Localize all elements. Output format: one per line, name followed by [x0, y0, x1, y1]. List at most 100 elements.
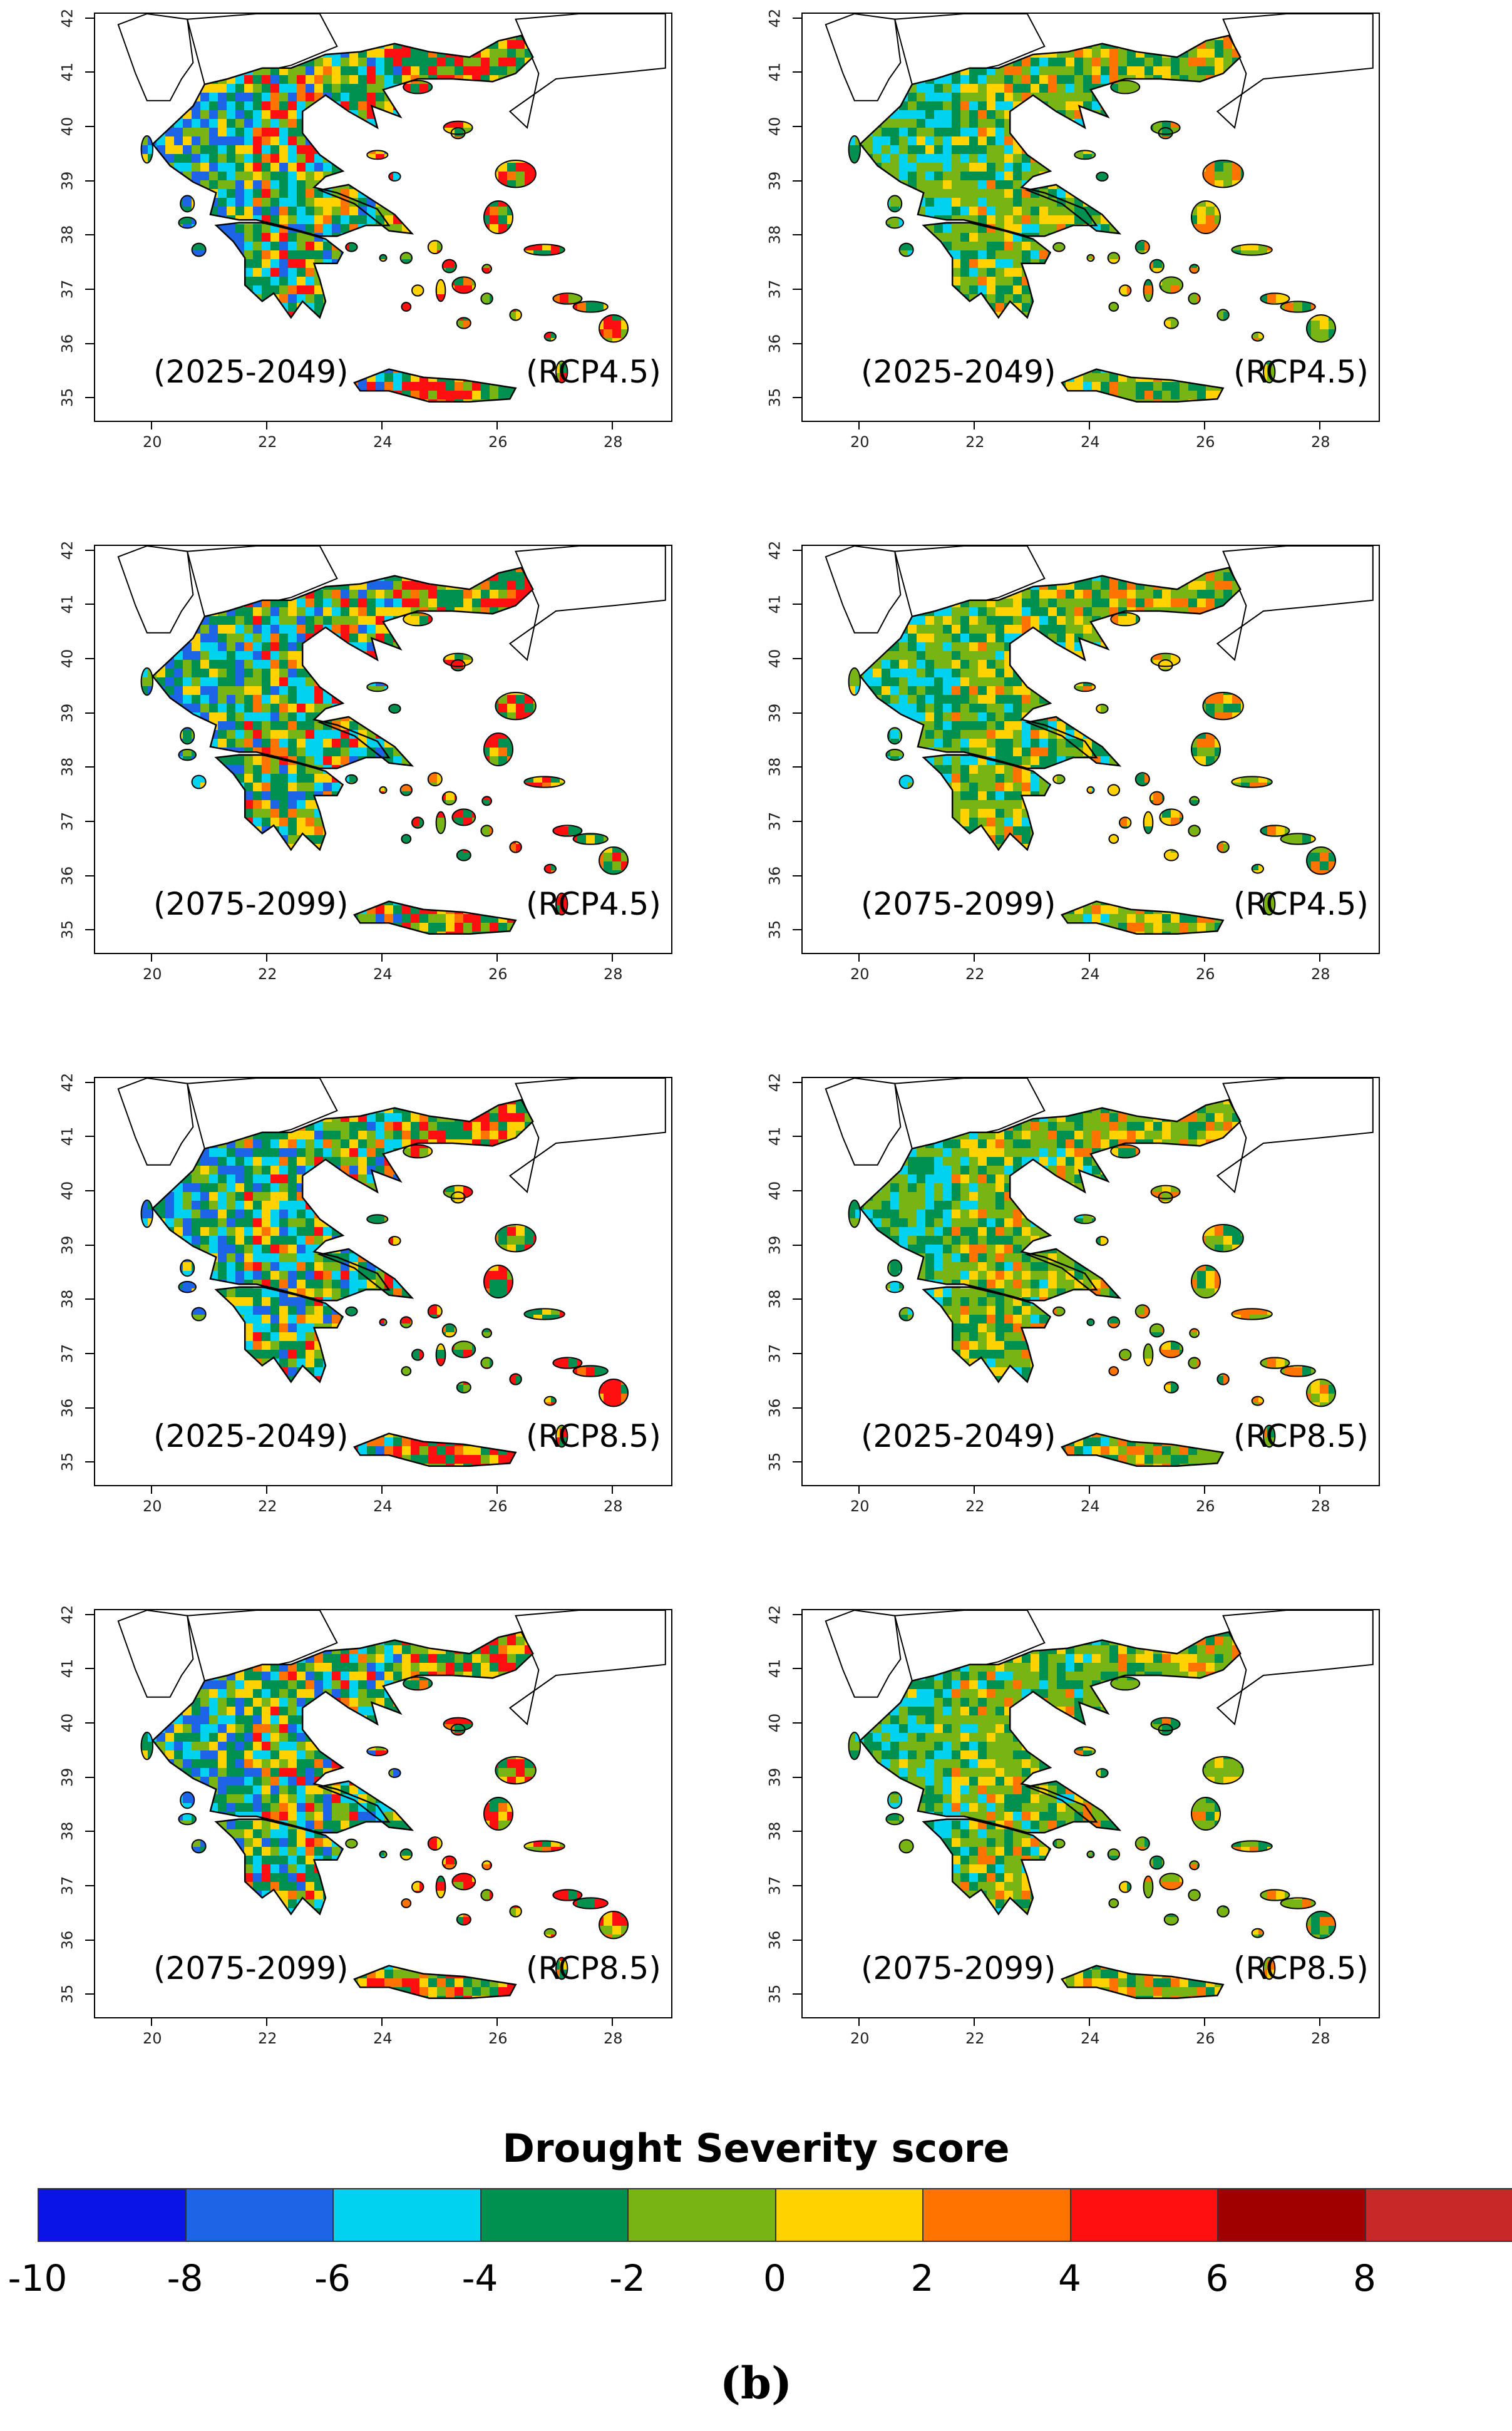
y-tick-label: 42	[58, 540, 76, 560]
y-tick-label: 35	[766, 1985, 783, 2004]
period-label: (2075-2099)	[861, 886, 1056, 922]
y-tick-mark	[793, 180, 801, 182]
y-tick-label: 36	[58, 866, 76, 885]
scenario-label: (RCP4.5)	[1233, 354, 1369, 390]
y-tick-mark	[793, 17, 801, 19]
y-tick-mark	[793, 604, 801, 605]
y-tick-mark	[793, 712, 801, 714]
y-tick-label: 37	[766, 1876, 783, 1896]
x-tick-label: 28	[1311, 1498, 1330, 1515]
legend-swatch	[629, 2189, 776, 2241]
x-tick-mark	[974, 421, 975, 429]
period-label: (2025-2049)	[861, 354, 1056, 390]
y-tick-mark	[793, 1776, 801, 1778]
x-tick-mark	[858, 1485, 860, 1494]
scenario-label: (RCP8.5)	[1233, 1950, 1369, 1986]
period-label: (2025-2049)	[861, 1418, 1056, 1454]
x-tick-label: 26	[1196, 965, 1215, 983]
y-tick-label: 36	[58, 1398, 76, 1417]
y-tick-label: 42	[58, 8, 76, 28]
y-tick-label: 41	[766, 63, 783, 82]
x-tick-mark	[974, 2017, 975, 2026]
map-plot-area	[94, 13, 672, 422]
x-tick-label: 26	[488, 433, 508, 451]
y-tick-label: 39	[58, 1767, 76, 1787]
y-tick-mark	[85, 1353, 94, 1354]
map-plot-area	[94, 1609, 672, 2018]
x-tick-mark	[1204, 2017, 1205, 2026]
y-tick-label: 36	[766, 1398, 783, 1417]
x-tick-mark	[858, 953, 860, 962]
greece-drought-map	[117, 1610, 666, 1999]
y-tick-mark	[85, 821, 94, 822]
map-plot-area	[94, 545, 672, 954]
y-tick-label: 40	[766, 1181, 783, 1201]
map-plot-area	[94, 1077, 672, 1486]
y-tick-label: 38	[766, 758, 783, 777]
legend-swatch	[1365, 2189, 1512, 2241]
x-tick-mark	[612, 953, 613, 962]
x-tick-label: 24	[1081, 965, 1100, 983]
scenario-label: (RCP4.5)	[1233, 886, 1369, 922]
x-tick-label: 24	[1081, 1498, 1100, 1515]
y-tick-mark	[793, 1831, 801, 1832]
x-tick-mark	[266, 1485, 267, 1494]
legend-tick-label: 2	[911, 2257, 934, 2300]
period-label: (2075-2099)	[861, 1950, 1056, 1986]
x-tick-label: 24	[373, 2030, 393, 2047]
y-tick-label: 41	[766, 595, 783, 614]
x-tick-mark	[1319, 2017, 1320, 2026]
x-tick-label: 22	[965, 965, 985, 983]
y-tick-mark	[793, 821, 801, 822]
x-tick-label: 24	[373, 433, 393, 451]
x-tick-mark	[496, 421, 498, 429]
y-tick-label: 36	[766, 866, 783, 885]
legend-tick-label: -8	[167, 2257, 203, 2300]
y-tick-label: 42	[766, 8, 783, 28]
x-tick-label: 20	[143, 1498, 162, 1515]
x-tick-mark	[266, 953, 267, 962]
x-tick-label: 28	[1311, 433, 1330, 451]
y-tick-mark	[793, 1081, 801, 1083]
y-tick-label: 39	[58, 1235, 76, 1255]
x-tick-mark	[612, 2017, 613, 2026]
y-tick-label: 42	[58, 1072, 76, 1092]
y-tick-label: 35	[766, 388, 783, 408]
y-tick-mark	[793, 1353, 801, 1354]
y-tick-label: 40	[58, 649, 76, 669]
greece-drought-map	[825, 14, 1374, 403]
x-tick-mark	[151, 2017, 152, 2026]
y-tick-mark	[85, 766, 94, 768]
x-tick-mark	[496, 1485, 498, 1494]
x-tick-label: 26	[488, 1498, 508, 1515]
x-tick-label: 20	[850, 2030, 870, 2047]
y-tick-label: 35	[766, 920, 783, 940]
y-tick-mark	[793, 1190, 801, 1191]
y-tick-label: 35	[58, 920, 76, 940]
y-tick-mark	[85, 1081, 94, 1083]
y-tick-label: 37	[58, 812, 76, 831]
y-tick-mark	[85, 1136, 94, 1138]
map-plot-area	[801, 13, 1380, 422]
y-tick-mark	[793, 1993, 801, 1995]
y-tick-mark	[85, 712, 94, 714]
y-tick-mark	[793, 1298, 801, 1300]
scenario-label: (RCP8.5)	[1233, 1418, 1369, 1454]
y-tick-label: 37	[766, 812, 783, 831]
x-tick-label: 20	[850, 433, 870, 451]
y-tick-mark	[793, 929, 801, 931]
y-tick-label: 40	[766, 117, 783, 136]
greece-drought-map	[117, 1078, 666, 1467]
y-tick-mark	[793, 1939, 801, 1941]
y-tick-mark	[85, 875, 94, 876]
y-tick-label: 41	[58, 63, 76, 82]
legend-swatch	[481, 2189, 629, 2241]
x-tick-mark	[151, 421, 152, 429]
x-tick-label: 24	[1081, 433, 1100, 451]
y-tick-mark	[85, 126, 94, 127]
legend-swatch	[39, 2189, 187, 2241]
subfigure-caption: (b)	[0, 2357, 1512, 2409]
x-tick-label: 24	[373, 965, 393, 983]
scenario-label: (RCP4.5)	[526, 354, 661, 390]
y-tick-label: 39	[766, 1235, 783, 1255]
